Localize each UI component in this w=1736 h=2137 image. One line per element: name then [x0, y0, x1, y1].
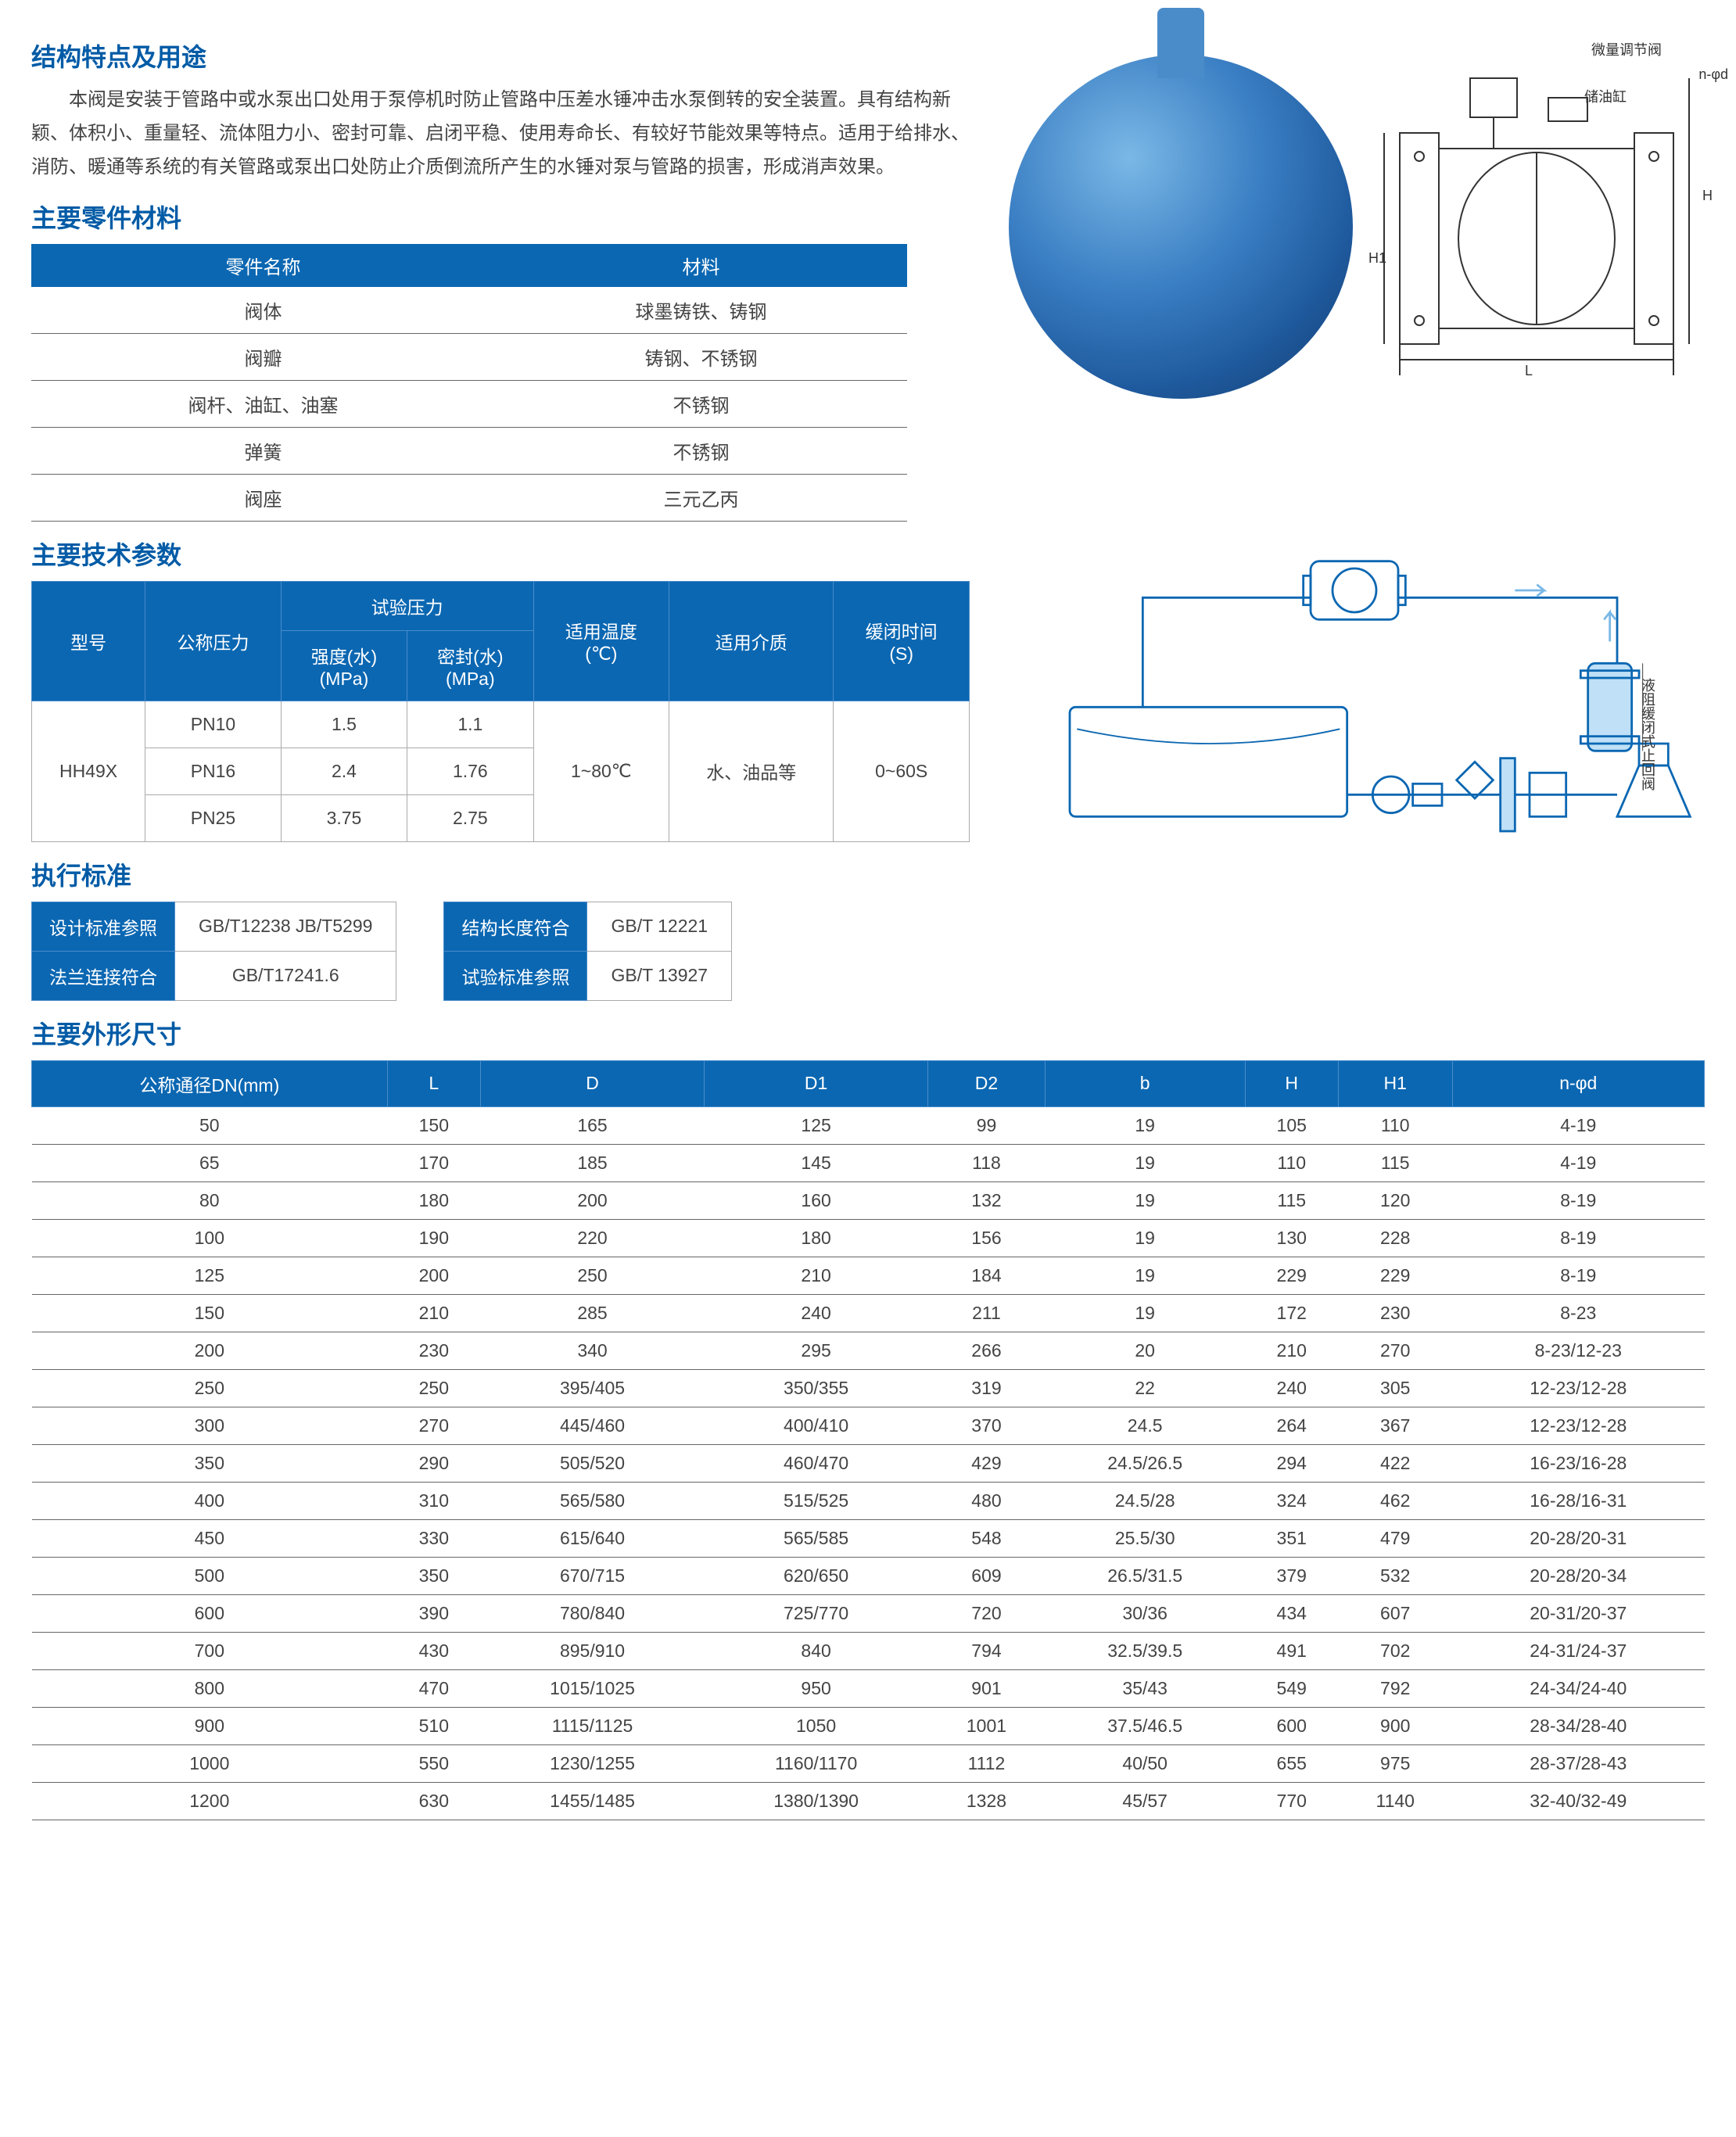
dim-header: 公称通径DN(mm)	[32, 1060, 388, 1106]
tech-title: 主要技术参数	[31, 536, 1017, 572]
dimension-diagram: 微量调节阀 储油缸 n-φd L H H1	[1368, 31, 1705, 391]
table-row: 8004701015/102595090135/4354979224-34/24…	[32, 1669, 1705, 1707]
product-images: 微量调节阀 储油缸 n-φd L H H1	[1009, 23, 1705, 399]
table-row: 65170185145118191101154-19	[32, 1144, 1705, 1181]
dim-header: H	[1245, 1060, 1338, 1106]
dim-header: b	[1045, 1060, 1245, 1106]
table-row: 300270445/460400/41037024.526436712-23/1…	[32, 1407, 1705, 1444]
dim-header: L	[387, 1060, 480, 1106]
table-row: 250250395/405350/3553192224030512-23/12-…	[32, 1369, 1705, 1407]
std-title: 执行标准	[31, 856, 1017, 892]
table-row: 阀体球墨铸铁、铸钢	[31, 287, 907, 334]
standards-table-left: 设计标准参照GB/T12238 JB/T5299法兰连接符合GB/T17241.…	[31, 902, 396, 1001]
dim-header: H1	[1338, 1060, 1452, 1106]
dim-header: n-φd	[1452, 1060, 1704, 1106]
table-row: 9005101115/11251050100137.5/46.560090028…	[32, 1707, 1705, 1744]
table-row: 125200250210184192292298-19	[32, 1257, 1705, 1294]
tech-params-table: 型号 公称压力 试验压力 适用温度 (℃) 适用介质 缓闭时间 (S) 强度(水…	[31, 581, 970, 842]
th-model: 型号	[32, 581, 145, 701]
table-row: 350290505/520460/47042924.5/26.529442216…	[32, 1444, 1705, 1482]
valve-photo	[1009, 55, 1353, 399]
table-row: 80180200160132191151208-19	[32, 1181, 1705, 1219]
table-row: 150210285240211191722308-23	[32, 1294, 1705, 1332]
system-diagram: 液阻缓闭式止回阀	[1048, 514, 1705, 1001]
materials-table: 零件名称材料 阀体球墨铸铁、铸钢阀瓣铸钢、不锈钢阀杆、油缸、油塞不锈钢弹簧不锈钢…	[31, 244, 907, 522]
materials-title: 主要零件材料	[31, 199, 977, 235]
dim-title: 主要外形尺寸	[31, 1015, 1705, 1051]
table-row: 700430895/91084079432.5/39.549170224-31/…	[32, 1632, 1705, 1669]
th-temp: 适用温度 (℃)	[533, 581, 669, 701]
table-row: HH49XPN101.51.11~80℃水、油品等0~60S	[32, 701, 970, 748]
table-row: 12006301455/14851380/1390132845/57770114…	[32, 1782, 1705, 1820]
table-row: 试验标准参照GB/T 13927	[444, 951, 732, 1000]
table-row: 10005501230/12551160/1170111240/50655975…	[32, 1744, 1705, 1782]
mat-header: 零件名称	[31, 244, 495, 287]
dim-header: D1	[705, 1060, 928, 1106]
dim-header: D	[480, 1060, 704, 1106]
mat-header: 材料	[495, 244, 907, 287]
table-row: 400310565/580515/52548024.5/2832446216-2…	[32, 1482, 1705, 1519]
label-H: H	[1702, 188, 1713, 204]
table-row: 500350670/715620/65060926.5/31.537953220…	[32, 1557, 1705, 1594]
table-row: 200230340295266202102708-23/12-23	[32, 1332, 1705, 1369]
label-H1: H1	[1368, 250, 1386, 267]
label-nphid: n-φd	[1698, 66, 1728, 83]
th-medium: 适用介质	[669, 581, 834, 701]
dim-header: D2	[928, 1060, 1046, 1106]
th-strength: 强度(水) (MPa)	[281, 630, 407, 701]
th-nominal: 公称压力	[145, 581, 282, 701]
table-row: 5015016512599191051104-19	[32, 1106, 1705, 1144]
table-row: 结构长度符合GB/T 12221	[444, 902, 732, 951]
features-text: 本阀是安装于管路中或水泵出口处用于泵停机时防止管路中压差水锤冲击水泵倒转的安全装…	[31, 83, 977, 185]
table-row: 弹簧不锈钢	[31, 427, 907, 474]
label-sys-valve: 液阻缓闭式止回阀	[1637, 678, 1658, 791]
table-row: 450330615/640565/58554825.5/3035147920-2…	[32, 1519, 1705, 1557]
table-row: 法兰连接符合GB/T17241.6	[32, 951, 396, 1000]
label-oil-tank: 储油缸	[1584, 86, 1627, 106]
label-L: L	[1525, 363, 1533, 379]
table-row: 阀瓣铸钢、不锈钢	[31, 333, 907, 380]
features-title: 结构特点及用途	[31, 38, 977, 74]
standards-table-right: 结构长度符合GB/T 12221试验标准参照GB/T 13927	[443, 902, 732, 1001]
table-row: 600390780/840725/77072030/3643460720-31/…	[32, 1594, 1705, 1632]
th-close: 缓闭时间 (S)	[834, 581, 970, 701]
th-test: 试验压力	[281, 581, 533, 630]
label-micro-valve: 微量调节阀	[1591, 39, 1662, 59]
table-row: 设计标准参照GB/T12238 JB/T5299	[32, 902, 396, 951]
dimensions-table: 公称通径DN(mm)LDD1D2bHH1n-φd 501501651259919…	[31, 1060, 1705, 1820]
th-seal: 密封(水) (MPa)	[407, 630, 533, 701]
table-row: 阀杆、油缸、油塞不锈钢	[31, 380, 907, 427]
table-row: 阀座三元乙丙	[31, 474, 907, 521]
table-row: 100190220180156191302288-19	[32, 1219, 1705, 1257]
